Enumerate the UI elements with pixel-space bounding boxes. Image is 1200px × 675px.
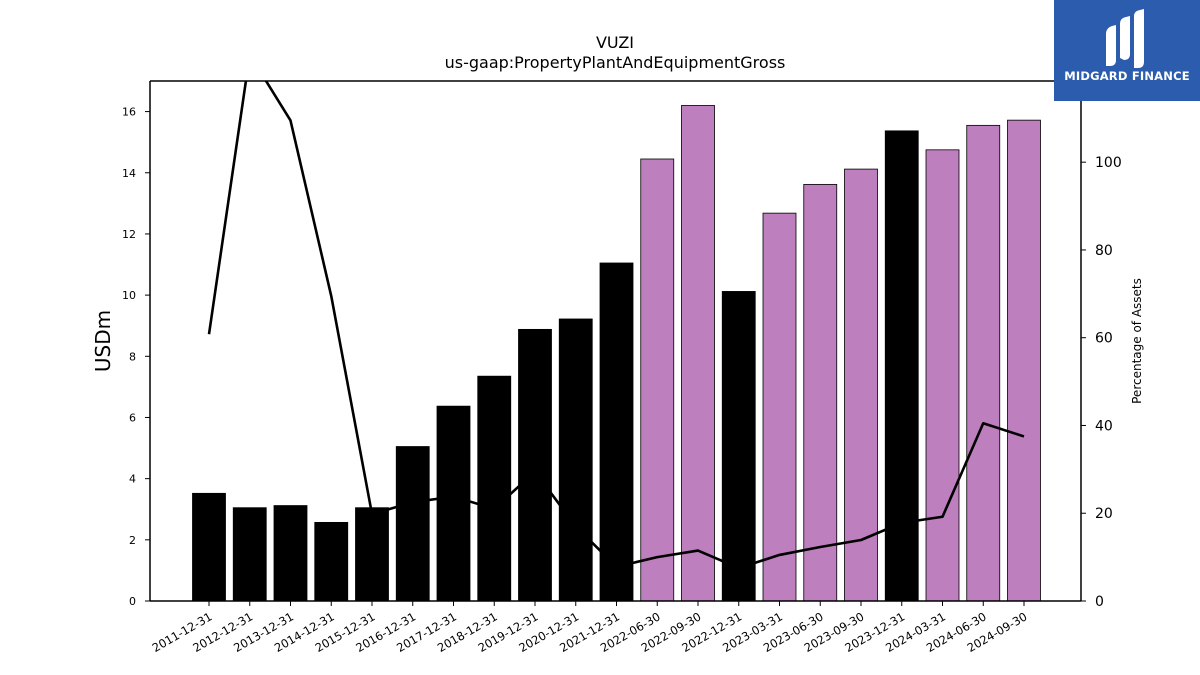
y2-axis-label: Percentage of Assets xyxy=(1130,278,1144,404)
y-tick-label: 16 xyxy=(122,106,136,119)
bar-2024-09-30 xyxy=(1007,119,1041,602)
bar-2020-12-31 xyxy=(558,318,593,602)
y-tick-label: 10 xyxy=(122,289,136,302)
percentage-line xyxy=(207,81,1025,570)
y2-tick-label: 100 xyxy=(1095,155,1122,171)
bar-2018-12-31 xyxy=(477,375,512,602)
bar-2011-12-31 xyxy=(192,492,226,602)
y-tick-label: 12 xyxy=(122,228,136,241)
bar-2013-12-31 xyxy=(273,505,308,602)
y-axis-label: USDm xyxy=(91,310,115,372)
bar-2024-03-31 xyxy=(925,149,960,602)
bar-2024-06-30 xyxy=(966,124,1001,602)
y-tick-label: 0 xyxy=(129,595,136,608)
y2-tick-label: 20 xyxy=(1095,506,1113,522)
bar-2022-12-31 xyxy=(721,291,756,602)
y-tick-label: 4 xyxy=(129,473,136,486)
bar-2016-12-31 xyxy=(395,446,430,602)
line-group xyxy=(207,81,1025,570)
brand-logo: MIDGARD FINANCE xyxy=(1054,0,1200,101)
bar-2023-12-31 xyxy=(884,130,919,602)
bar-2021-12-31 xyxy=(599,262,634,602)
logo-mark-icon xyxy=(1106,9,1144,68)
y-tick-label: 6 xyxy=(129,411,136,424)
y2-tick-label: 40 xyxy=(1095,418,1113,434)
bar-2023-03-31 xyxy=(762,212,797,602)
bar-2017-12-31 xyxy=(436,405,471,602)
bar-2015-12-31 xyxy=(355,507,389,602)
bar-2014-12-31 xyxy=(314,521,349,602)
chart-subtitle: us-gaap:PropertyPlantAndEquipmentGross xyxy=(445,53,786,72)
chart-title: VUZI xyxy=(596,33,634,52)
bar-2022-06-30 xyxy=(640,158,675,602)
bar-group xyxy=(192,105,1041,602)
y2-tick-label: 60 xyxy=(1095,331,1113,347)
y-tick-label: 8 xyxy=(129,350,136,363)
bar-2022-09-30 xyxy=(681,105,715,602)
bar-2023-09-30 xyxy=(844,168,878,602)
logo-text: MIDGARD FINANCE xyxy=(1064,69,1190,83)
y2-tick-label: 80 xyxy=(1095,243,1113,259)
y2-tick-label: 0 xyxy=(1095,594,1104,610)
bar-2023-06-30 xyxy=(803,183,838,602)
y-tick-label: 2 xyxy=(129,534,136,547)
bar-2019-12-31 xyxy=(518,328,552,602)
y-tick-label: 14 xyxy=(122,167,136,180)
bar-2012-12-31 xyxy=(232,507,267,602)
